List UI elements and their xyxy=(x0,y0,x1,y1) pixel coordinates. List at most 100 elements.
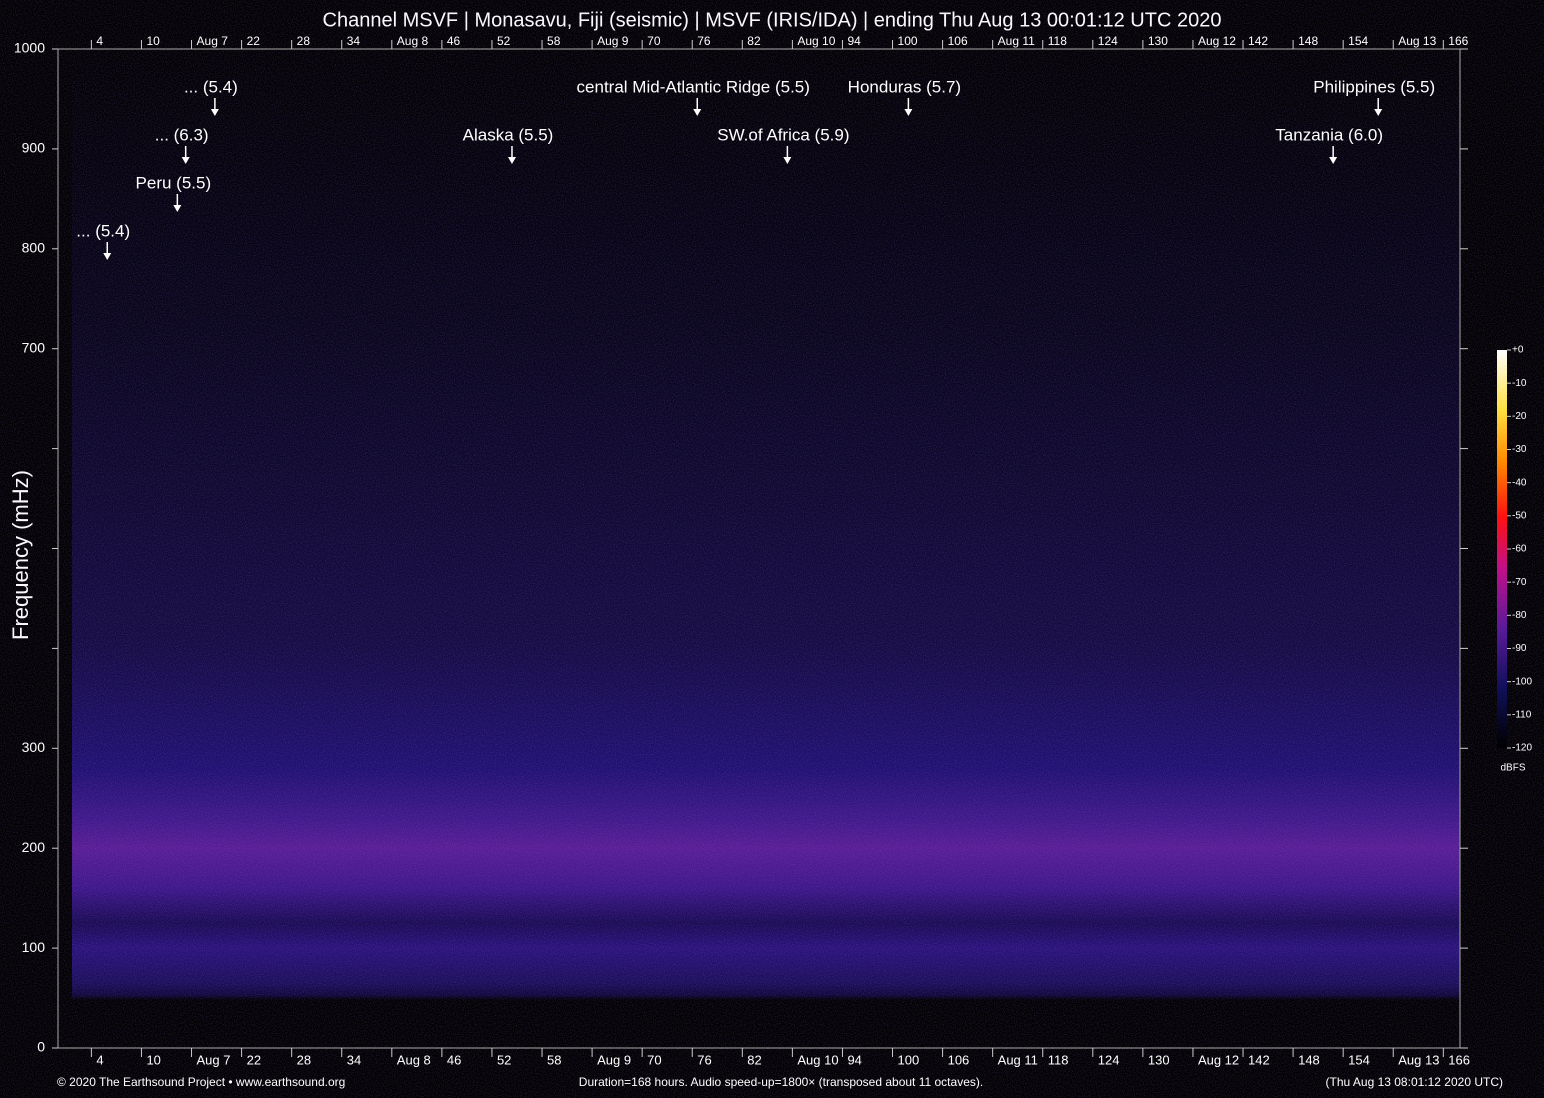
x-tick-label-top: 100 xyxy=(898,34,918,48)
x-tick-label: 58 xyxy=(547,1052,561,1067)
x-tick-label: 106 xyxy=(948,1052,970,1067)
colorbar-tick-label: -20 xyxy=(1512,411,1527,422)
colorbar-tick-label: -10 xyxy=(1512,378,1527,389)
x-tick-label-top: 106 xyxy=(948,34,968,48)
event-arrowhead xyxy=(210,109,219,116)
y-tick-label: 800 xyxy=(22,240,46,256)
colorbar-tick-label: -80 xyxy=(1512,610,1527,621)
colorbar-tick-label: -40 xyxy=(1512,477,1527,488)
x-tick-label-top: 94 xyxy=(847,34,861,48)
event-label: Peru (5.5) xyxy=(136,173,212,192)
x-tick-label: Aug 8 xyxy=(397,1052,431,1067)
y-axis-label: Frequency (mHz) xyxy=(8,470,33,640)
x-tick-label: 28 xyxy=(297,1052,311,1067)
event-arrowhead xyxy=(783,157,792,164)
x-tick-label: 100 xyxy=(898,1052,920,1067)
x-tick-label: 124 xyxy=(1098,1052,1120,1067)
y-tick-label: 100 xyxy=(22,939,46,955)
x-tick-label: Aug 12 xyxy=(1198,1052,1239,1067)
x-tick-label-top: 46 xyxy=(447,34,461,48)
event-label: SW.of Africa (5.9) xyxy=(717,125,849,144)
y-tick-label: 1000 xyxy=(14,40,45,56)
y-tick-label: 0 xyxy=(37,1039,45,1055)
x-tick-label: 94 xyxy=(847,1052,861,1067)
x-tick-label: 130 xyxy=(1148,1052,1170,1067)
footer-left: © 2020 The Earthsound Project • www.eart… xyxy=(57,1075,345,1089)
event-label: ... (6.3) xyxy=(155,125,209,144)
x-tick-label-top: 148 xyxy=(1298,34,1318,48)
x-tick-label-top: Aug 13 xyxy=(1398,34,1436,48)
y-tick-label: 900 xyxy=(22,140,46,156)
colorbar-tick-label: -30 xyxy=(1512,444,1527,455)
colorbar-tick-label: -60 xyxy=(1512,544,1527,555)
event-arrowhead xyxy=(693,109,702,116)
x-tick-label: Aug 7 xyxy=(197,1052,231,1067)
event-arrowhead xyxy=(173,205,182,212)
x-tick-label: 76 xyxy=(697,1052,711,1067)
y-tick-label: 300 xyxy=(22,739,46,755)
footer-center: Duration=168 hours. Audio speed-up=1800×… xyxy=(579,1075,983,1089)
x-tick-label-top: 124 xyxy=(1098,34,1118,48)
x-tick-label: 46 xyxy=(447,1052,461,1067)
x-tick-label-top: 58 xyxy=(547,34,561,48)
x-tick-label-top: Aug 12 xyxy=(1198,34,1236,48)
x-tick-label: 52 xyxy=(497,1052,511,1067)
x-tick-label: 10 xyxy=(146,1052,160,1067)
event-arrowhead xyxy=(1374,109,1383,116)
x-tick-label-top: 34 xyxy=(347,34,361,48)
colorbar-tick-label: +0 xyxy=(1512,345,1524,356)
x-tick-label: 148 xyxy=(1298,1052,1320,1067)
event-label: Alaska (5.5) xyxy=(463,125,554,144)
x-tick-label: 4 xyxy=(96,1052,103,1067)
colorbar-tick-label: -90 xyxy=(1512,643,1527,654)
event-label: central Mid-Atlantic Ridge (5.5) xyxy=(577,77,810,96)
colorbar xyxy=(1497,350,1507,748)
event-arrowhead xyxy=(1329,157,1338,164)
x-tick-label-top: 52 xyxy=(497,34,511,48)
x-tick-label-top: 4 xyxy=(96,34,103,48)
colorbar-tick-label: -100 xyxy=(1512,676,1532,687)
event-label: ... (5.4) xyxy=(76,221,130,240)
x-tick-label: 34 xyxy=(347,1052,361,1067)
x-tick-label: 82 xyxy=(747,1052,761,1067)
x-tick-label: 142 xyxy=(1248,1052,1270,1067)
x-tick-label-top: 118 xyxy=(1048,34,1067,48)
x-tick-label-top: 130 xyxy=(1148,34,1168,48)
x-tick-label: Aug 13 xyxy=(1398,1052,1439,1067)
spectrogram-noise xyxy=(72,49,1460,1048)
x-tick-label: Aug 9 xyxy=(597,1052,631,1067)
colorbar-tick-label: -70 xyxy=(1512,577,1527,588)
colorbar-label: dBFS xyxy=(1500,763,1525,774)
event-arrowhead xyxy=(181,157,190,164)
event-arrowhead xyxy=(904,109,913,116)
x-tick-label-top: 10 xyxy=(146,34,160,48)
x-tick-label: 70 xyxy=(647,1052,661,1067)
x-tick-label: 154 xyxy=(1348,1052,1370,1067)
x-tick-label-top: 70 xyxy=(647,34,661,48)
event-label: ... (5.4) xyxy=(184,77,238,96)
event-arrowhead xyxy=(507,157,516,164)
event-label: Honduras (5.7) xyxy=(848,77,961,96)
y-tick-label: 700 xyxy=(22,339,46,355)
footer-right: (Thu Aug 13 08:01:12 2020 UTC) xyxy=(1326,1075,1503,1089)
x-tick-label: Aug 10 xyxy=(797,1052,838,1067)
x-tick-label-top: 28 xyxy=(297,34,311,48)
x-tick-label: Aug 11 xyxy=(998,1052,1038,1067)
event-label: Philippines (5.5) xyxy=(1313,77,1435,96)
x-tick-label: 166 xyxy=(1448,1052,1470,1067)
x-tick-label: 22 xyxy=(247,1052,261,1067)
x-tick-label-top: 82 xyxy=(747,34,761,48)
colorbar-tick-label: -110 xyxy=(1512,709,1532,720)
x-tick-label-top: 22 xyxy=(247,34,261,48)
x-tick-label-top: 142 xyxy=(1248,34,1268,48)
event-arrowhead xyxy=(103,253,112,260)
colorbar-tick-label: -50 xyxy=(1512,510,1527,521)
x-tick-label-top: Aug 9 xyxy=(597,34,629,48)
colorbar-tick-label: -120 xyxy=(1512,743,1532,754)
x-tick-label-top: 166 xyxy=(1448,34,1468,48)
x-tick-label-top: 154 xyxy=(1348,34,1368,48)
x-tick-label: 118 xyxy=(1048,1052,1069,1067)
chart-title: Channel MSVF | Monasavu, Fiji (seismic) … xyxy=(323,9,1222,31)
x-tick-label-top: Aug 10 xyxy=(797,34,835,48)
